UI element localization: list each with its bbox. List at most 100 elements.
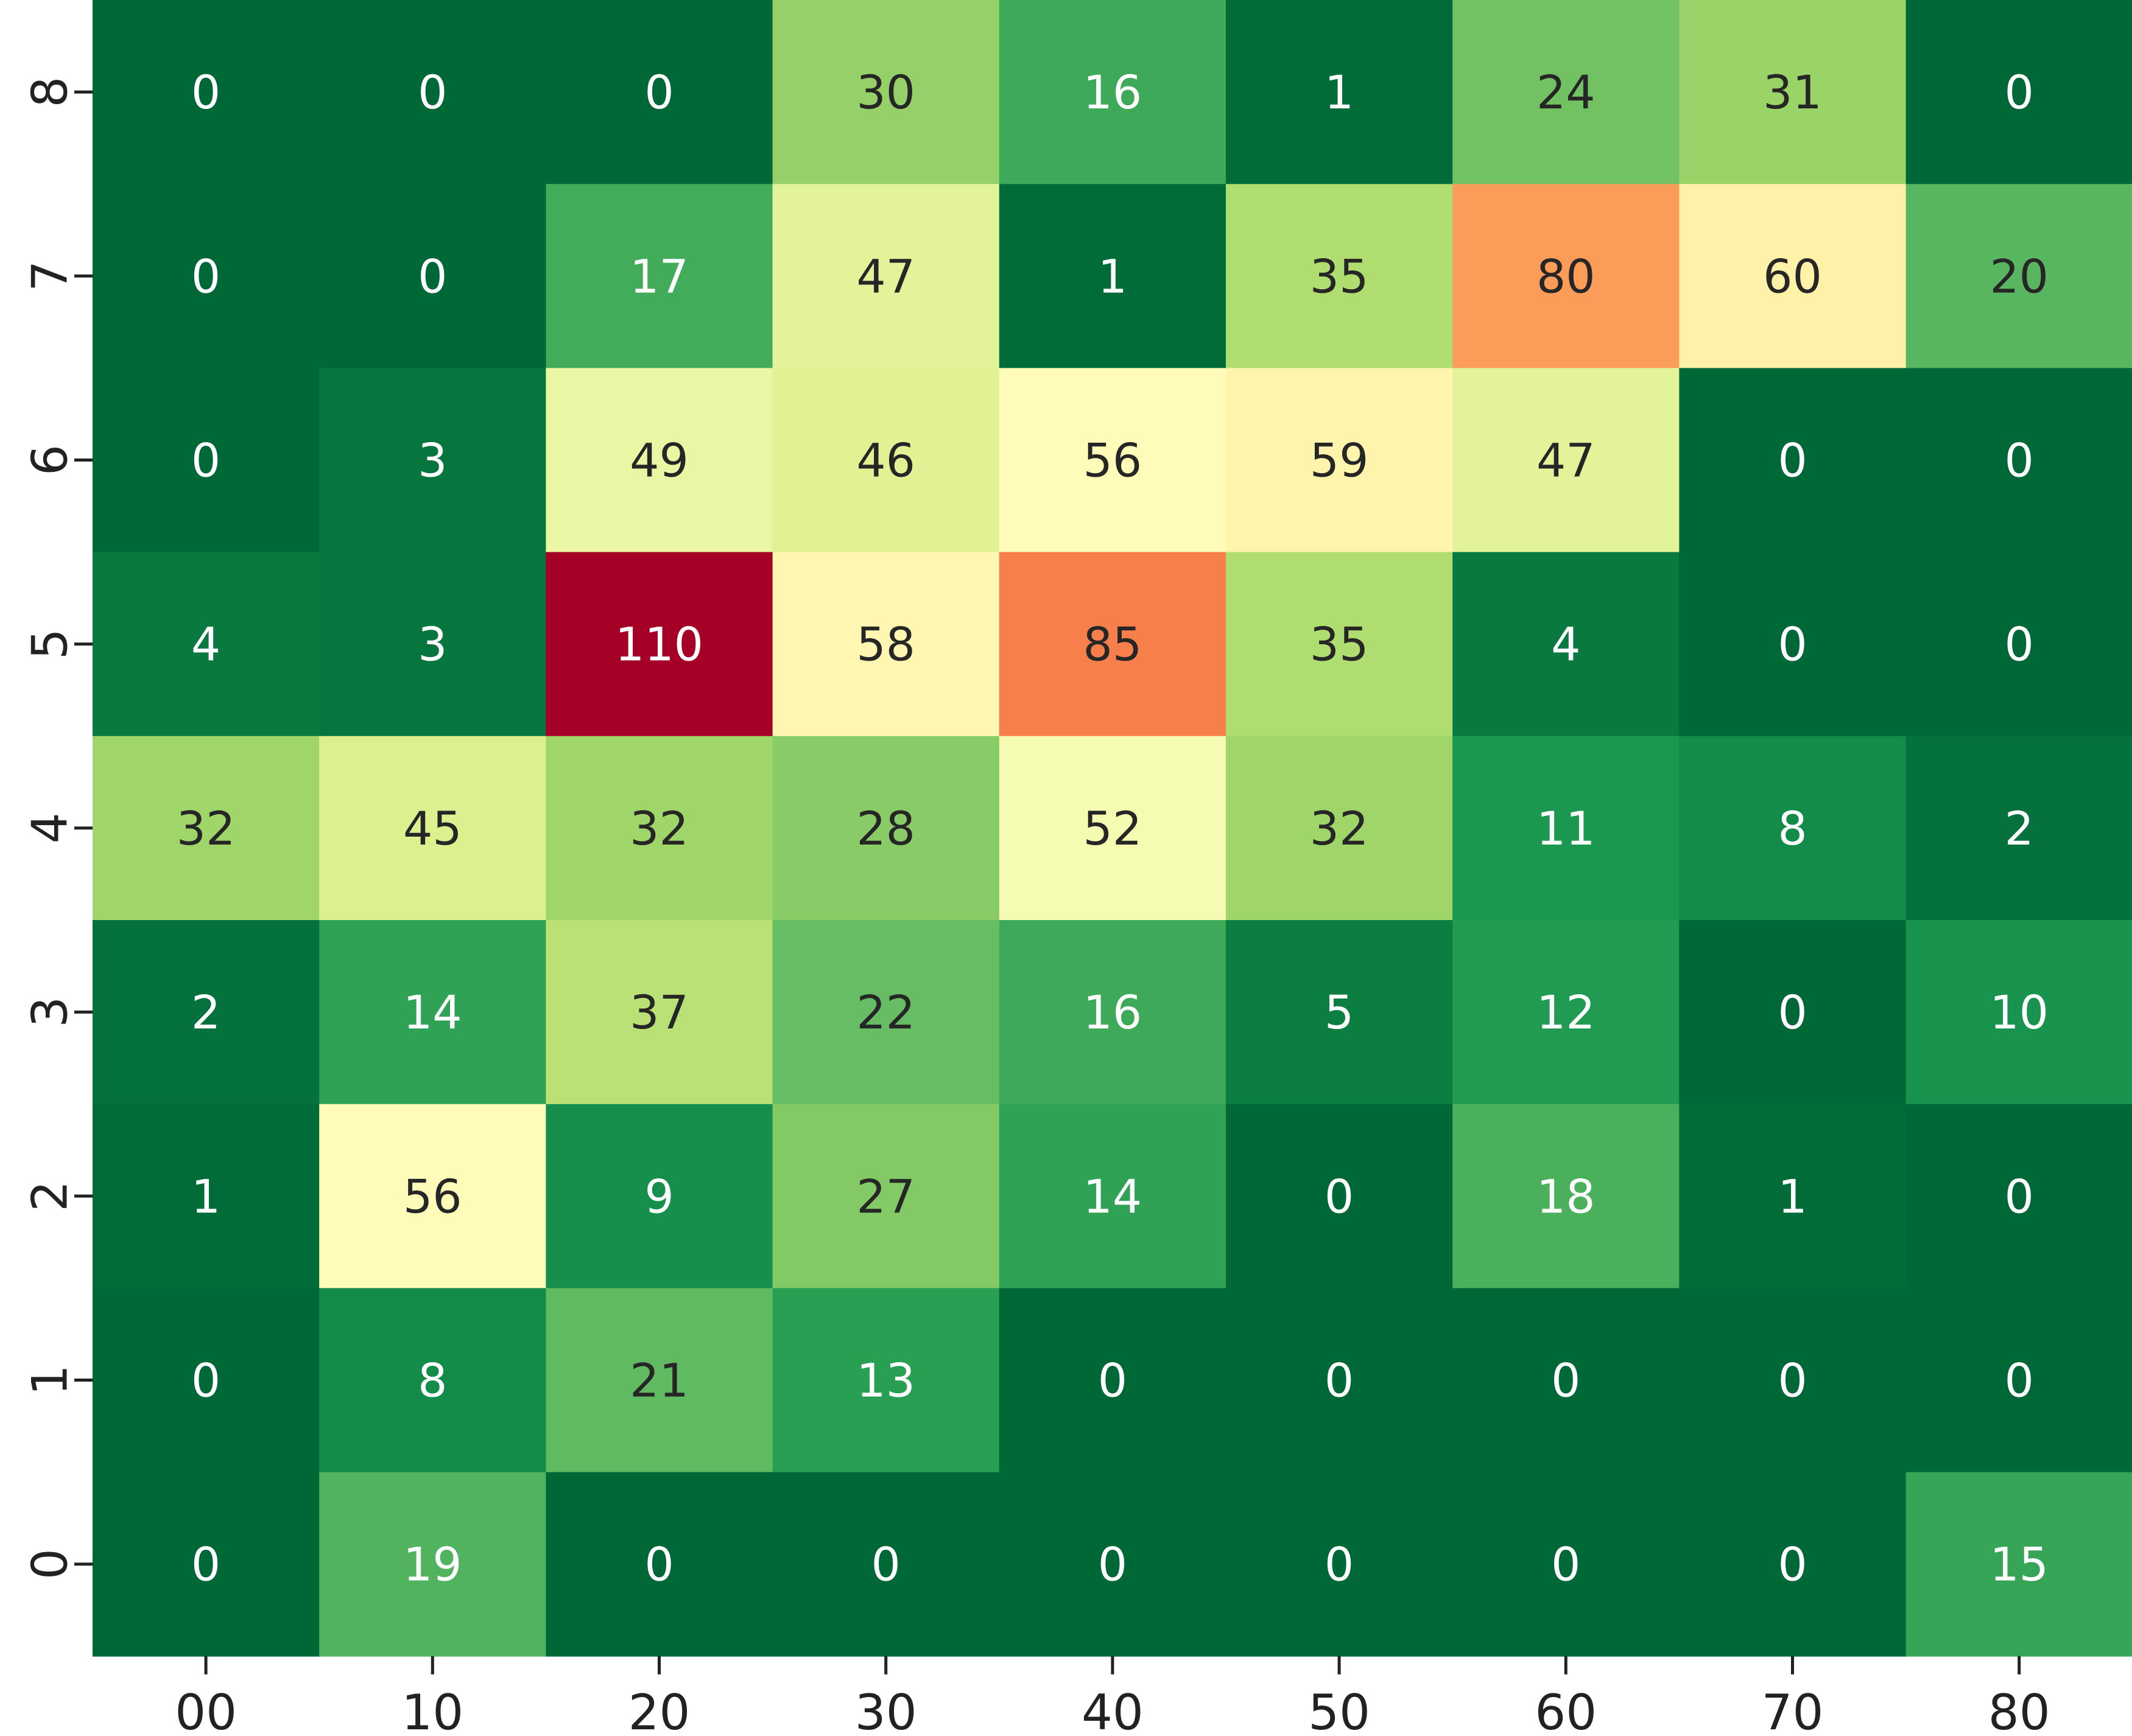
cell-value-label: 1 — [1325, 65, 1354, 119]
cell-value-label: 8 — [1778, 801, 1807, 856]
cell-value-label: 0 — [1778, 1537, 1807, 1592]
cell-value-label: 16 — [1083, 65, 1142, 119]
cell-value-label: 4 — [191, 617, 220, 672]
cell-value-label: 35 — [1310, 617, 1369, 672]
heatmap-cell-r5-c60 — [1452, 552, 1680, 737]
x-axis: 00 10 20 30 40 50 60 70 80 — [175, 1656, 2050, 1736]
cell-value-label: 30 — [856, 65, 915, 119]
cell-value-label: 0 — [871, 1537, 901, 1592]
heatmap-cell-r0-c60 — [1452, 1472, 1680, 1657]
heatmap-cell-r5-c30 — [772, 552, 1000, 737]
cell-value-label: 0 — [1551, 1537, 1580, 1592]
heatmap-cell-r6-c10 — [319, 368, 547, 553]
cell-value-label: 1 — [1098, 249, 1127, 303]
heatmap-cell-r2-c00 — [93, 1104, 320, 1289]
heatmap-cell-r3-c40 — [999, 920, 1226, 1105]
cell-value-label: 2 — [2005, 801, 2034, 856]
heatmap-cell-r3-c10 — [319, 920, 547, 1105]
cell-value-label: 56 — [1083, 434, 1142, 488]
heatmap-cell-r0-c40 — [999, 1472, 1226, 1657]
heatmap-cell-r7-c10 — [319, 184, 547, 369]
heatmap-cell-r0-c70 — [1679, 1472, 1907, 1657]
cell-value-label: 0 — [191, 249, 220, 303]
heatmap-cell-r0-c30 — [772, 1472, 1000, 1657]
heatmap-cell-r3-c00 — [93, 920, 320, 1105]
cell-value-label: 60 — [1763, 249, 1822, 303]
cell-value-label: 47 — [856, 249, 915, 303]
heatmap-cell-r1-c80 — [1905, 1288, 2132, 1473]
cell-value-label: 14 — [1083, 1169, 1142, 1223]
cell-value-label: 0 — [644, 1537, 674, 1592]
heatmap-cell-r7-c30 — [772, 184, 1000, 369]
x-tick-label: 60 — [1535, 1684, 1597, 1736]
heatmap-cell-r5-c40 — [999, 552, 1226, 737]
heatmap-cell-r3-c80 — [1905, 920, 2132, 1105]
cell-value-label: 47 — [1536, 434, 1595, 488]
heatmap-cell-r6-c30 — [772, 368, 1000, 553]
heatmap-cell-r8-c00 — [93, 0, 320, 184]
heatmap-cell-r6-c70 — [1679, 368, 1907, 553]
heatmap-cell-r1-c00 — [93, 1288, 320, 1473]
heatmap-cell-r7-c40 — [999, 184, 1226, 369]
cell-value-label: 85 — [1083, 617, 1142, 672]
cell-value-label: 52 — [1083, 801, 1142, 856]
heatmap-cell-r7-c20 — [546, 184, 773, 369]
y-tick-label: 1 — [22, 1365, 79, 1396]
heatmap-cell-r2-c20 — [546, 1104, 773, 1289]
heatmap-cell-r4-c50 — [1226, 736, 1453, 921]
cell-value-label: 0 — [1098, 1537, 1127, 1592]
cell-value-label: 3 — [418, 617, 447, 672]
y-tick-label: 5 — [22, 628, 79, 659]
y-axis: 8 7 6 5 4 3 2 1 0 — [22, 77, 93, 1580]
heatmap-cell-r7-c50 — [1226, 184, 1453, 369]
cell-value-label: 46 — [856, 434, 915, 488]
heatmap-cell-r4-c30 — [772, 736, 1000, 921]
heatmap-cell-r3-c70 — [1679, 920, 1907, 1105]
heatmap-cell-r2-c60 — [1452, 1104, 1680, 1289]
cell-value-label: 0 — [1778, 434, 1807, 488]
heatmap-cell-r0-c80 — [1905, 1472, 2132, 1657]
y-tick-label: 3 — [22, 997, 79, 1028]
heatmap-cell-r4-c10 — [319, 736, 547, 921]
heatmap-cell-r0-c50 — [1226, 1472, 1453, 1657]
x-tick-label: 10 — [401, 1684, 463, 1736]
heatmap-cell-r8-c50 — [1226, 0, 1453, 184]
y-tick-label: 7 — [22, 261, 79, 292]
heatmap-cell-r5-c20 — [546, 552, 773, 737]
heatmap-cell-r2-c70 — [1679, 1104, 1907, 1289]
cell-value-label: 20 — [1990, 249, 2049, 303]
heatmap-cell-r1-c40 — [999, 1288, 1226, 1473]
cell-value-label: 0 — [1778, 985, 1807, 1039]
heatmap-cell-r2-c50 — [1226, 1104, 1453, 1289]
cell-value-label: 2 — [191, 985, 220, 1039]
y-tick-label: 2 — [22, 1181, 79, 1212]
cell-value-label: 0 — [191, 65, 220, 119]
heatmap-cell-r2-c30 — [772, 1104, 1000, 1289]
cell-value-label: 24 — [1536, 65, 1595, 119]
heatmap-cell-r4-c40 — [999, 736, 1226, 921]
cell-value-label: 0 — [191, 434, 220, 488]
heatmap-cell-r7-c70 — [1679, 184, 1907, 369]
y-tick-label: 6 — [22, 445, 79, 476]
cell-value-label: 9 — [644, 1169, 674, 1223]
heatmap-cell-r8-c40 — [999, 0, 1226, 184]
cell-value-label: 0 — [2005, 1169, 2034, 1223]
cell-value-label: 0 — [191, 1537, 220, 1592]
cell-value-label: 1 — [1778, 1169, 1807, 1223]
heatmap-cell-r4-c70 — [1679, 736, 1907, 921]
cell-value-label: 31 — [1763, 65, 1822, 119]
heatmap-cell-r7-c60 — [1452, 184, 1680, 369]
heatmap-cell-r0-c20 — [546, 1472, 773, 1657]
heatmap-cell-r4-c80 — [1905, 736, 2132, 921]
cell-value-label: 0 — [418, 65, 447, 119]
cell-value-label: 19 — [403, 1537, 462, 1592]
heatmap-cell-r1-c10 — [319, 1288, 547, 1473]
cell-value-label: 58 — [856, 617, 915, 672]
heatmap-cell-r4-c00 — [93, 736, 320, 921]
heatmap-cell-r6-c40 — [999, 368, 1226, 553]
cell-value-label: 5 — [1325, 985, 1354, 1039]
heatmap-cell-r1-c20 — [546, 1288, 773, 1473]
heatmap-cell-r8-c20 — [546, 0, 773, 184]
y-tick-label: 0 — [22, 1548, 79, 1580]
cell-value-label: 0 — [2005, 1354, 2034, 1408]
